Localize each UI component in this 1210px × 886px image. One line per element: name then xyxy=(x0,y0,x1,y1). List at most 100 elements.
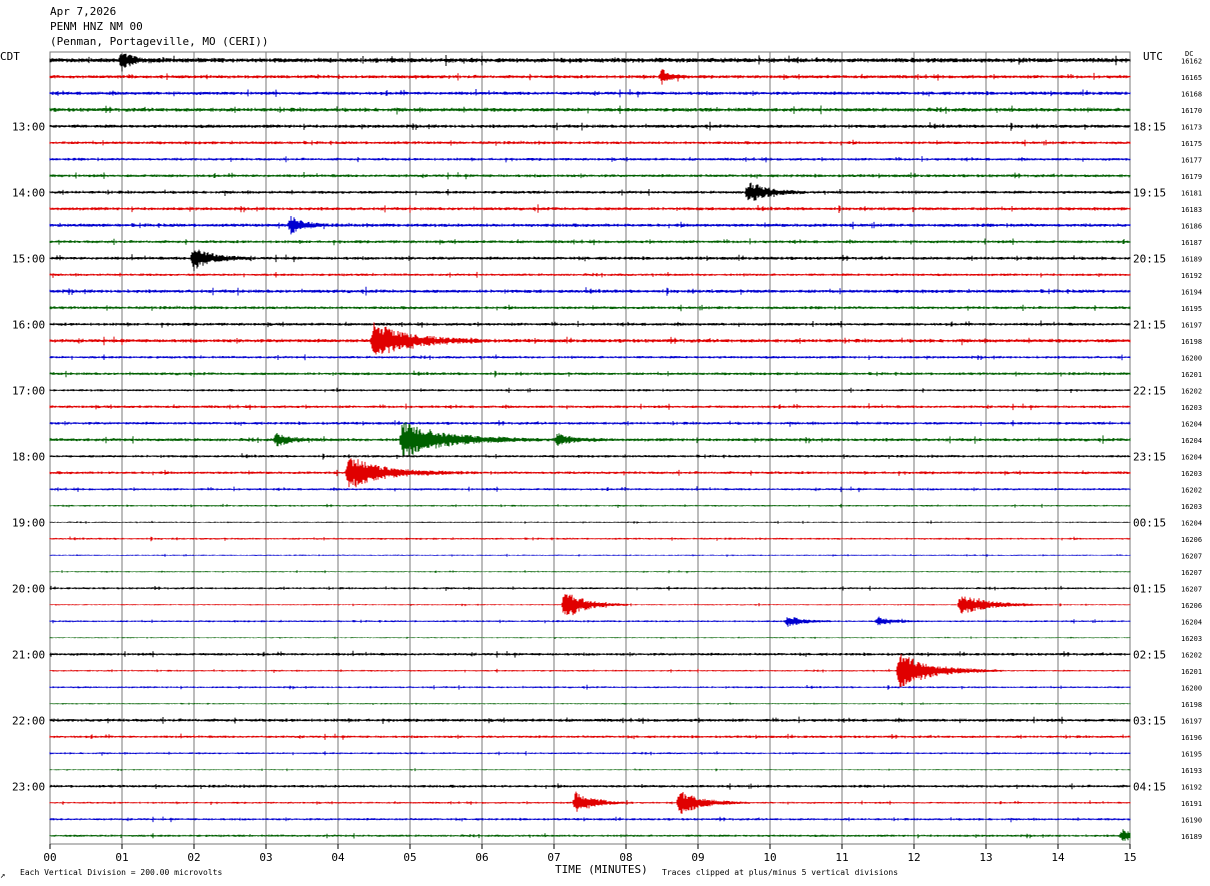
plot-frame xyxy=(49,51,1131,845)
seismic-trace xyxy=(49,304,1131,312)
seismic-trace xyxy=(49,829,1131,841)
seismic-trace xyxy=(49,594,1131,616)
right-time-labels: 18:15 19:15 20:15 21:15 22:15 23:15 00:15 01:15… xyxy=(1133,120,1166,793)
dc-offset-label: 16204 xyxy=(1181,437,1202,445)
seismic-trace xyxy=(49,420,1131,427)
dc-offset-label: 16196 xyxy=(1181,734,1202,742)
right-hour-label: 03:15 xyxy=(1133,714,1166,727)
seismic-trace xyxy=(49,650,1131,658)
seismic-trace xyxy=(49,238,1131,246)
left-hour-label: 23:00 xyxy=(12,780,45,793)
dc-offset-label: 16204 xyxy=(1181,453,1202,461)
dc-offset-label: 16203 xyxy=(1181,503,1202,511)
seismic-trace xyxy=(49,89,1131,98)
dc-offset-label: 16201 xyxy=(1181,668,1202,676)
dc-offset-label: 16204 xyxy=(1181,618,1202,626)
seismic-trace xyxy=(49,204,1131,213)
right-hour-label: 23:15 xyxy=(1133,450,1166,463)
seismic-trace xyxy=(49,783,1131,790)
seismic-trace xyxy=(49,816,1131,823)
dc-offset-label: 16203 xyxy=(1181,404,1202,412)
seismic-trace xyxy=(49,486,1131,493)
left-hour-label: 14:00 xyxy=(12,186,45,199)
seismic-trace xyxy=(49,791,1131,814)
dc-offset-label: 16192 xyxy=(1181,272,1202,280)
dc-offset-label: 16194 xyxy=(1181,288,1202,296)
seismic-trace xyxy=(49,684,1131,690)
dc-offset-label: 16192 xyxy=(1181,783,1202,791)
left-hour-label: 18:00 xyxy=(12,450,45,463)
header-location: (Penman, Portageville, MO (CERI)) xyxy=(50,35,269,48)
seismic-trace xyxy=(49,271,1131,278)
grid xyxy=(49,51,1131,845)
corner-mark: ↗ xyxy=(0,871,5,881)
scale-note: Each Vertical Division = 200.00 microvol… xyxy=(20,868,222,877)
seismic-trace xyxy=(49,286,1131,296)
utc-label: UTC xyxy=(1143,50,1163,63)
seismic-trace xyxy=(49,216,1131,235)
dc-offset-label: 16183 xyxy=(1181,206,1202,214)
x-tick-label: 03 xyxy=(259,851,272,864)
seismic-trace xyxy=(49,458,1131,488)
seismic-trace xyxy=(49,105,1131,115)
dc-offset-label: 16193 xyxy=(1181,767,1202,775)
x-tick-label: 10 xyxy=(763,851,776,864)
right-hour-label: 01:15 xyxy=(1133,582,1166,595)
seismic-trace xyxy=(49,387,1131,393)
left-hour-label: 19:00 xyxy=(12,516,45,529)
dc-offset-label: 16202 xyxy=(1181,387,1202,395)
x-tick-label: 07 xyxy=(547,851,560,864)
dc-offset-label: 16198 xyxy=(1181,701,1202,709)
seismic-trace xyxy=(49,320,1131,328)
dc-offset-label: 16189 xyxy=(1181,255,1202,263)
x-tick-label: 02 xyxy=(187,851,200,864)
seismic-trace xyxy=(49,751,1131,756)
dc-offset-label: 16189 xyxy=(1181,833,1202,841)
seismic-trace xyxy=(49,182,1131,201)
x-tick-label: 15 xyxy=(1123,851,1136,864)
seismic-trace xyxy=(49,249,1131,272)
dc-offset-label: 16190 xyxy=(1181,816,1202,824)
dc-offset-label: 16165 xyxy=(1181,74,1202,82)
header-station: PENM HNZ NM 00 xyxy=(50,20,143,33)
dc-offset-label: 16162 xyxy=(1181,57,1202,65)
right-hour-label: 20:15 xyxy=(1133,252,1166,265)
dc-offset-label: 16207 xyxy=(1181,585,1202,593)
x-tick-label: 11 xyxy=(835,851,848,864)
seismic-trace xyxy=(49,156,1131,163)
traces xyxy=(49,53,1131,841)
x-tick-label: 13 xyxy=(979,851,992,864)
dc-offset-label: 16201 xyxy=(1181,371,1202,379)
left-hour-label: 13:00 xyxy=(12,120,45,133)
dc-offset-label: 16195 xyxy=(1181,305,1202,313)
dc-offset-label: 16181 xyxy=(1181,189,1202,197)
right-hour-label: 00:15 xyxy=(1133,516,1166,529)
seismic-trace xyxy=(49,370,1131,378)
seismic-trace xyxy=(49,354,1131,361)
dc-offset-label: 16204 xyxy=(1181,420,1202,428)
dc-offset-label: 16202 xyxy=(1181,486,1202,494)
dc-offset-label: 16195 xyxy=(1181,750,1202,758)
x-tick-label: 05 xyxy=(403,851,416,864)
seismic-trace xyxy=(49,768,1131,772)
dc-offset-label: 16206 xyxy=(1181,602,1202,610)
header-date: Apr 7,2026 xyxy=(50,5,117,18)
seismic-trace xyxy=(49,403,1131,411)
dc-offset-label: 16168 xyxy=(1181,90,1202,98)
dc-offset-label: 16187 xyxy=(1181,239,1202,247)
seismic-trace xyxy=(49,553,1131,557)
seismic-trace xyxy=(49,520,1131,524)
right-hour-label: 19:15 xyxy=(1133,186,1166,199)
seismic-trace xyxy=(49,585,1131,591)
seismic-trace xyxy=(49,570,1131,574)
dc-offset-label: 16175 xyxy=(1181,140,1202,148)
seismic-trace xyxy=(49,503,1131,508)
left-time-labels: 13:00 14:00 15:00 16:00 17:00 18:00 19:00 20:00… xyxy=(12,120,45,793)
x-tick-label: 04 xyxy=(331,851,345,864)
dc-offset-label: 16204 xyxy=(1181,519,1202,527)
left-hour-label: 21:00 xyxy=(12,648,45,661)
seismic-trace xyxy=(49,654,1131,688)
left-hour-label: 20:00 xyxy=(12,582,45,595)
seismic-trace xyxy=(49,69,1131,85)
dc-offset-label: 16206 xyxy=(1181,536,1202,544)
